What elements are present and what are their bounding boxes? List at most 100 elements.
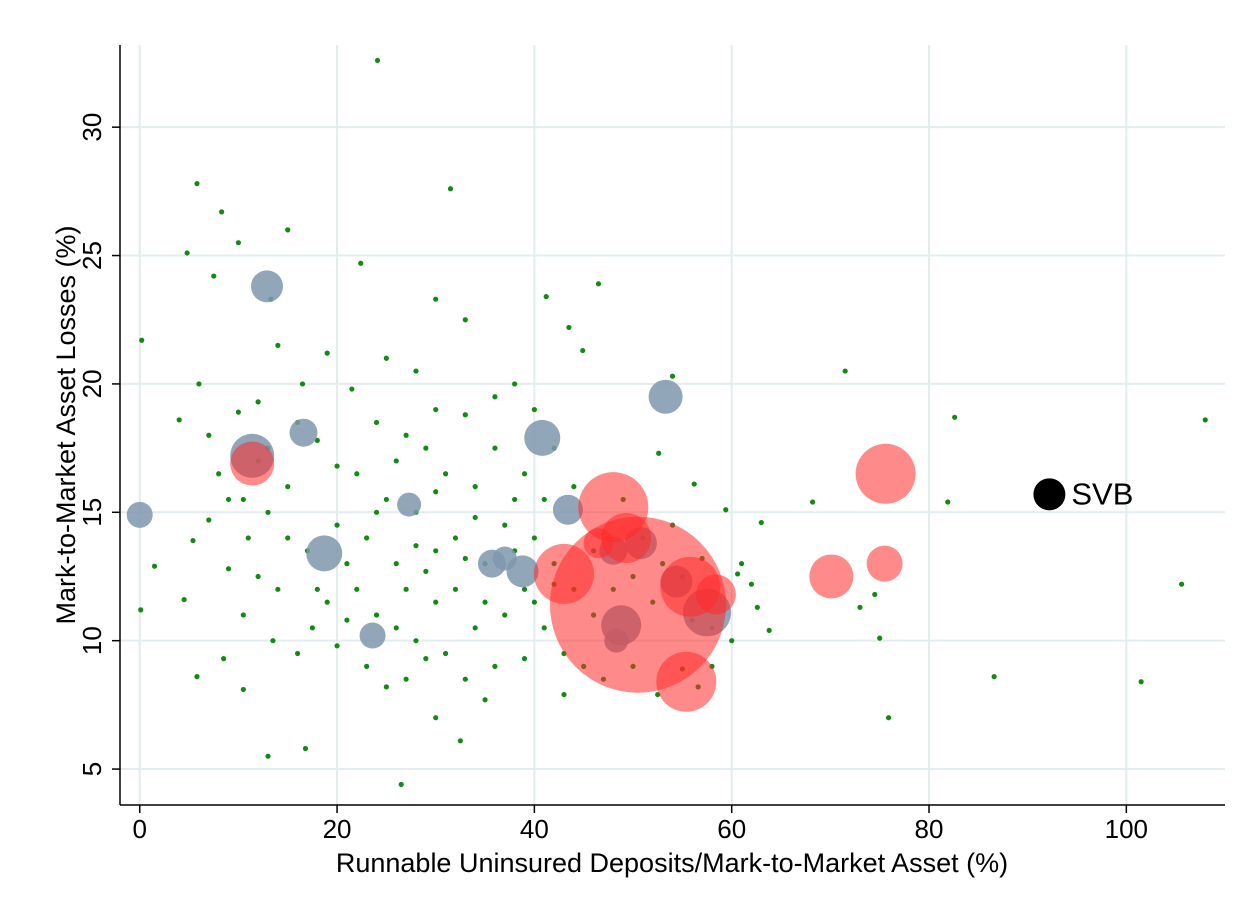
bubble [374,57,381,64]
bubble [334,522,340,528]
bubble [275,342,281,349]
bubble [543,294,549,300]
bubble [230,441,275,486]
bubble [364,663,370,669]
bubble [225,496,232,503]
bubble [251,270,284,303]
bubble [359,622,386,649]
bubble [531,406,537,413]
bubble [748,581,755,587]
bubble [383,355,389,361]
y-tick-label: 25 [77,241,107,270]
bubble [462,676,468,682]
x-tick-label: 20 [323,814,352,844]
bubble [299,381,306,387]
bubble [754,604,760,610]
bubble [533,543,594,604]
bubble [403,586,409,592]
bubble [344,617,350,623]
bubble [809,499,816,505]
bubble [541,625,547,631]
bubble [383,684,389,690]
bubble [1178,581,1185,587]
bubble [766,627,772,634]
bubble [309,625,315,631]
bubble [194,674,200,680]
bubble [423,445,429,451]
bubble [735,571,741,577]
bubble [398,781,404,788]
annotation: SVB [1071,477,1133,512]
bubble [220,656,227,662]
bubble [583,528,614,559]
bubble [433,715,439,721]
bubble [240,496,246,503]
bubble [190,537,196,544]
bubble [571,484,577,490]
y-tick-label: 30 [77,113,107,142]
bubble [857,604,863,610]
bubble [1033,478,1066,511]
bubble [729,638,735,644]
bubble [442,650,449,657]
bubble [433,548,439,554]
bubble [423,568,429,574]
bubble [265,753,271,759]
bubble [809,554,854,599]
bubble [601,512,652,563]
bubble [413,368,419,374]
bubble [334,643,340,649]
bubble [413,543,419,549]
bubble [506,555,539,588]
bubble [393,458,399,464]
bubble [842,368,848,374]
bubble [482,697,488,703]
bubble [270,638,276,644]
bubble [758,519,764,526]
bubble [373,419,380,426]
bubble [240,686,246,693]
bubble [285,535,291,541]
bubble [524,419,561,456]
bubble [512,381,518,387]
bubble [403,676,409,682]
bubble [294,650,301,657]
bubble [184,250,190,256]
bubble [1138,679,1144,685]
bubble [723,507,729,513]
bubble [433,599,439,605]
x-axis-title: Runnable Uninsured Deposits/Mark-to-Mark… [336,848,1008,878]
bubble [393,561,399,567]
bubble [691,481,697,487]
y-axis-title: Mark-to-Market Asset Losses (%) [51,225,81,624]
bubble [669,373,676,379]
bubble [541,496,547,503]
x-tick-label: 80 [915,814,944,844]
bubble [452,535,459,541]
bubble [196,381,202,387]
bubble [211,273,217,279]
bubble [492,445,498,451]
bubble [206,432,212,438]
bubble [206,517,212,523]
bubble [138,607,144,613]
bubble [423,656,429,662]
bubble [314,586,320,592]
bubble [265,509,271,515]
bubble [580,347,586,354]
bubble [877,635,883,641]
bubble [354,471,360,477]
bubble [289,418,318,447]
bubble [492,663,498,669]
bubble [245,535,251,541]
bubble [462,555,468,562]
bubble [952,414,958,420]
bubble [472,484,478,490]
y-tick-label: 10 [77,626,107,655]
bubble [393,625,399,631]
bubble [452,586,459,592]
bubble [1202,417,1208,423]
bubble [521,656,528,662]
x-tick-label: 100 [1105,814,1148,844]
bubble [945,499,951,505]
